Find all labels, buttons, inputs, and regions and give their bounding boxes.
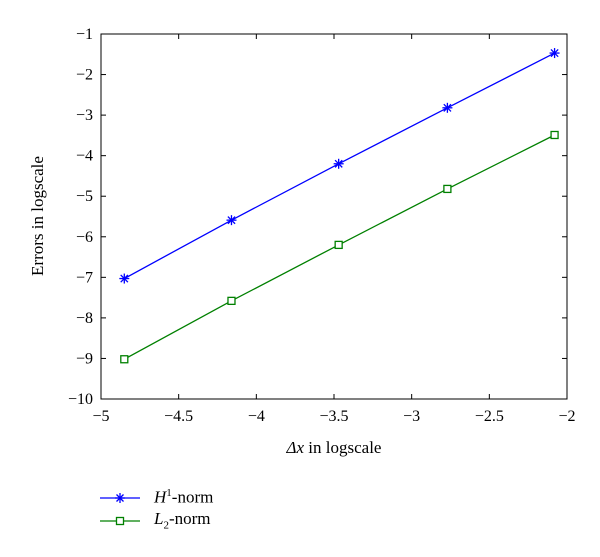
x-tick-label: −2 [558,408,575,425]
legend-label-h1: H1-norm [154,487,214,507]
y-tick-label: −9 [76,350,93,367]
series-group [119,48,560,364]
legend-label-l2: L2-norm [154,509,211,532]
y-axis-ticks: −1 −2 −3 −4 −5 −6 −7 −8 −9 −10 [68,26,567,408]
data-point-h1 [442,102,453,113]
x-tick-label: −3 [403,408,420,425]
y-tick-label: −8 [76,310,93,327]
y-tick-label: −6 [76,229,93,246]
x-axis-title-symbol: Δx [286,438,305,457]
legend-swatch-h1 [100,492,140,503]
y-tick-label: −2 [76,67,93,84]
y-tick-label: −10 [68,391,93,408]
y-tick-label: −7 [76,269,93,286]
legend-swatch-l2 [100,516,140,525]
x-tick-label: −5 [92,408,109,425]
legend-item-l2: L2-norm [100,509,213,532]
chart: −5 −4.5 −4 −3.5 −3 −2.5 −2 −1−2−3−4−5−6−7−8−9−… [28,26,576,457]
plot-area-frame [100,33,568,400]
y-tick-label: −1 [76,26,93,43]
x-axis-ticks: −5 −4.5 −4 −3.5 −3 −2.5 −2 [92,34,576,425]
data-point-h1 [119,273,130,284]
legend: H1-norm L2-norm [100,486,213,532]
data-point-l2 [227,296,236,306]
x-tick-label: −4.5 [164,408,193,425]
data-point-h1 [549,48,560,59]
x-axis-title-text: in logscale [304,438,381,457]
data-point-l2 [120,355,129,364]
x-axis-title: Δx in logscale [286,438,382,457]
y-tick-label: −3 [76,107,93,124]
y-tick-label: −5 [76,188,93,205]
x-tick-label: −4 [248,408,265,425]
data-point-l2 [334,240,343,250]
y-tick-label: −4 [76,148,93,165]
y-axis-title: Errors in logscale [28,156,47,276]
data-point-h1 [226,215,237,226]
data-point-l2 [550,130,559,140]
legend-item-h1: H1-norm [100,486,213,509]
data-point-l2 [443,184,452,194]
x-tick-label: −2.5 [475,408,504,425]
x-tick-label: −3.5 [319,408,348,425]
data-point-h1 [333,158,344,169]
